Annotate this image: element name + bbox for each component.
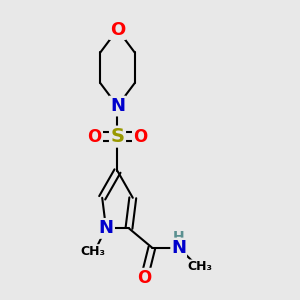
Text: O: O (110, 20, 125, 38)
Text: O: O (133, 128, 148, 146)
Text: N: N (98, 219, 113, 237)
Text: O: O (137, 269, 152, 287)
Text: H: H (173, 230, 184, 244)
Text: N: N (171, 238, 186, 256)
Text: CH₃: CH₃ (187, 260, 212, 273)
Text: S: S (110, 127, 124, 146)
Text: O: O (87, 128, 102, 146)
Text: CH₃: CH₃ (80, 245, 105, 258)
Text: N: N (110, 97, 125, 115)
